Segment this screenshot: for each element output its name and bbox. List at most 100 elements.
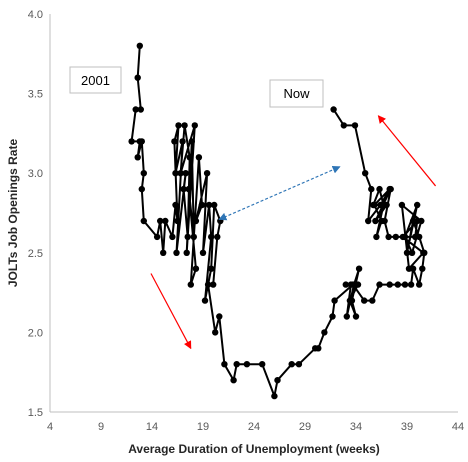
data-point xyxy=(368,185,375,193)
data-point xyxy=(399,233,407,241)
data-point xyxy=(315,345,322,352)
x-tick-label: 34 xyxy=(350,421,362,433)
data-point xyxy=(233,361,240,368)
data-point xyxy=(295,361,303,368)
double-arrow xyxy=(218,165,341,221)
data-point xyxy=(420,249,427,256)
data-point xyxy=(195,154,203,161)
data-point xyxy=(175,122,182,129)
data-point xyxy=(199,249,207,256)
x-tick-label: 4 xyxy=(47,421,53,433)
annotation-now-label: Now xyxy=(283,86,310,101)
annotation-2001-label: 2001 xyxy=(81,73,110,88)
data-point xyxy=(153,233,161,241)
data-point xyxy=(160,249,167,256)
x-tick-label: 19 xyxy=(197,421,209,433)
data-point xyxy=(192,217,200,225)
data-point xyxy=(386,185,393,193)
y-tick-label: 1.5 xyxy=(28,407,43,419)
data-point xyxy=(162,217,169,225)
data-point xyxy=(372,217,379,225)
y-tick-label: 3.0 xyxy=(28,168,43,180)
data-point xyxy=(419,265,426,272)
x-tick-label: 29 xyxy=(299,421,311,433)
data-point xyxy=(134,154,141,161)
data-point xyxy=(412,233,419,241)
y-tick-label: 3.5 xyxy=(28,89,43,101)
data-point xyxy=(221,361,228,368)
data-point xyxy=(340,122,347,129)
red-arrow-2 xyxy=(377,115,437,187)
data-point xyxy=(414,201,421,209)
data-point xyxy=(212,329,219,336)
data-point xyxy=(181,122,188,129)
annotation-2001-box xyxy=(69,66,122,94)
data-point xyxy=(355,265,363,272)
data-point xyxy=(330,106,337,113)
y-axis-title: JOLTs Job Openings Rate xyxy=(6,139,20,288)
data-point xyxy=(407,281,415,288)
data-point xyxy=(376,281,383,288)
data-point xyxy=(190,233,197,241)
annotation-2001: 2001 xyxy=(69,66,122,94)
data-point xyxy=(392,233,399,241)
data-point xyxy=(403,249,411,256)
data-point xyxy=(173,249,180,256)
data-point xyxy=(188,138,195,145)
data-point xyxy=(365,217,372,225)
data-point xyxy=(371,201,378,209)
data-point xyxy=(211,201,218,209)
data-point xyxy=(138,138,145,145)
data-point xyxy=(342,281,349,288)
data-point xyxy=(385,233,392,241)
data-point xyxy=(401,281,409,288)
data-point xyxy=(198,201,206,209)
data-point xyxy=(377,201,384,209)
data-point xyxy=(274,377,281,384)
data-point xyxy=(210,281,217,288)
x-tick-label: 14 xyxy=(146,421,158,433)
data-point xyxy=(386,281,393,288)
y-tick-label: 2.0 xyxy=(28,327,43,339)
data-point xyxy=(169,233,176,241)
data-point xyxy=(271,392,278,400)
data-point xyxy=(132,106,139,113)
data-point xyxy=(171,138,178,145)
data-point xyxy=(179,138,186,145)
data-point xyxy=(185,185,192,193)
data-point xyxy=(192,265,200,272)
y-tick-labels: 1.5 2.0 2.5 3.0 3.5 4.0 xyxy=(28,9,43,419)
data-point xyxy=(321,329,328,336)
data-point xyxy=(191,122,198,129)
x-tick-label: 9 xyxy=(98,421,104,433)
data-point xyxy=(134,74,141,81)
x-tick-labels: 4 9 14 19 24 29 34 39 44 xyxy=(47,421,464,433)
data-point xyxy=(208,265,215,272)
data-point xyxy=(348,297,356,304)
data-point xyxy=(138,185,145,193)
data-point xyxy=(369,297,376,304)
data-point xyxy=(205,201,213,209)
data-point xyxy=(157,217,164,225)
data-point xyxy=(177,170,184,177)
data-point xyxy=(216,313,223,320)
data-point xyxy=(203,170,211,177)
x-tick-label: 39 xyxy=(401,421,413,433)
data-point xyxy=(183,249,190,256)
data-point xyxy=(376,185,383,193)
annotation-now: Now xyxy=(269,79,324,108)
annotation-now-box xyxy=(269,79,324,108)
data-point xyxy=(405,265,413,272)
data-point xyxy=(128,138,135,145)
x-tick-label: 24 xyxy=(248,421,260,433)
data-point xyxy=(352,313,360,320)
data-point xyxy=(378,217,385,225)
x-axis-title: Average Duration of Unemployment (weeks) xyxy=(128,442,380,456)
series-line-2 xyxy=(345,267,361,318)
data-point xyxy=(182,170,189,177)
data-point xyxy=(230,377,237,384)
data-point xyxy=(394,281,401,288)
series-layer xyxy=(128,42,428,400)
data-point xyxy=(204,281,212,288)
data-point xyxy=(331,297,338,304)
